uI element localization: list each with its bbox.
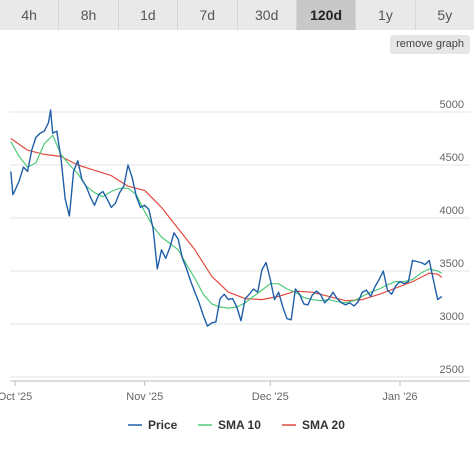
tab-120d[interactable]: 120d bbox=[296, 0, 357, 30]
x-tick-label: Jan '26 bbox=[382, 391, 417, 403]
legend-label: Price bbox=[148, 418, 178, 432]
tab-4h[interactable]: 4h bbox=[0, 0, 60, 30]
x-tick-label: Oct '25 bbox=[0, 391, 32, 403]
legend-item-sma-20[interactable]: SMA 20 bbox=[282, 418, 345, 432]
series-line-price bbox=[10, 109, 443, 327]
y-tick-label: 4000 bbox=[440, 205, 464, 217]
y-tick-label: 3000 bbox=[440, 311, 464, 323]
y-tick-label: 5000 bbox=[440, 99, 464, 111]
tab-8h[interactable]: 8h bbox=[59, 0, 119, 30]
range-tabs: 4h 8h 1d 7d 30d 120d 1y 5y bbox=[0, 0, 474, 30]
price-chart: 5000 4500 4000 3500 3000 2500 Oct '25 Nov '25 De… bbox=[0, 99, 470, 432]
y-tick-label: 2500 bbox=[440, 364, 464, 376]
series-line-sma-20 bbox=[10, 138, 443, 302]
tab-30d[interactable]: 30d bbox=[237, 0, 297, 30]
tab-5y[interactable]: 5y bbox=[415, 0, 474, 30]
tab-1y[interactable]: 1y bbox=[356, 0, 416, 30]
tab-1d[interactable]: 1d bbox=[118, 0, 179, 30]
legend-item-price[interactable]: Price bbox=[128, 418, 178, 432]
legend-label: SMA 20 bbox=[302, 418, 345, 432]
tab-7d[interactable]: 7d bbox=[178, 0, 238, 30]
legend-item-sma-10[interactable]: SMA 10 bbox=[198, 418, 261, 432]
y-tick-label: 4500 bbox=[440, 152, 464, 164]
x-tick-label: Nov '25 bbox=[126, 391, 163, 403]
y-tick-label: 3500 bbox=[440, 258, 464, 270]
x-tick-label: Dec '25 bbox=[252, 391, 289, 403]
remove-graph-button[interactable]: remove graph bbox=[390, 35, 470, 54]
legend-label: SMA 10 bbox=[218, 418, 261, 432]
